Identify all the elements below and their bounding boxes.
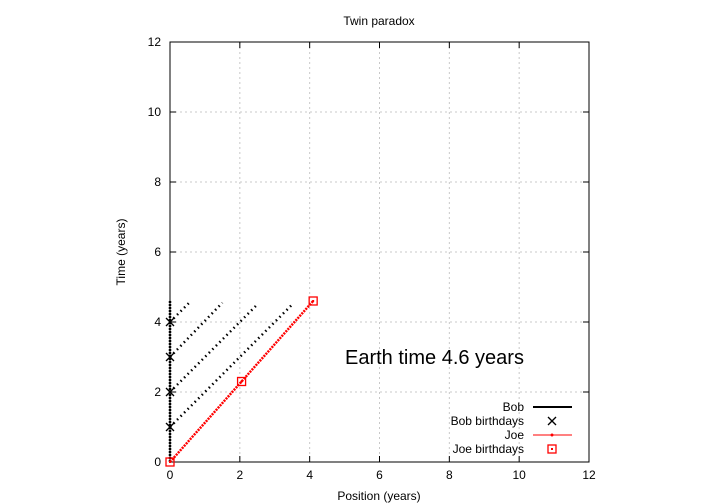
signal-lines: [169, 300, 294, 428]
bob-birthdays-point: [165, 387, 175, 397]
joe-birthdays-point: [308, 296, 318, 306]
x-axis-label: Position (years): [337, 489, 420, 503]
y-tick-label: 2: [154, 385, 161, 399]
legend-label: Joe: [505, 428, 525, 442]
y-tick-label: 6: [154, 245, 161, 259]
y-tick-label: 0: [154, 455, 161, 469]
x-tick-label: 2: [236, 468, 243, 482]
legend-symbol-joe-birthdays: [547, 444, 557, 454]
y-tick-label: 4: [154, 315, 161, 329]
legend-symbol-joe-dot: [550, 433, 554, 437]
bob-birthdays-point: [165, 352, 175, 362]
x-tick-label: 8: [446, 468, 453, 482]
x-tick-label: 0: [167, 468, 174, 482]
y-tick-label: 10: [148, 105, 162, 119]
joe-birthdays-point: [236, 376, 247, 387]
x-tick-label: 10: [512, 468, 526, 482]
signal-line: [169, 303, 259, 393]
bob-birthdays-point: [165, 422, 175, 432]
series: [165, 296, 318, 467]
earth-time-annotation: Earth time 4.6 years: [345, 347, 524, 369]
legend-symbol-bob-birthdays: [547, 416, 557, 426]
legend-label: Joe birthdays: [453, 442, 524, 456]
y-tick-label: 8: [154, 175, 161, 189]
chart-title: Twin paradox: [343, 14, 414, 28]
x-tick-label: 6: [376, 468, 383, 482]
y-axis-label: Time (years): [114, 219, 128, 286]
x-tick-label: 4: [306, 468, 313, 482]
legend-label: Bob: [503, 400, 525, 414]
tick-labels: 0 2 4 6 8 10 12 0 2 4 6 8 10 12: [148, 35, 596, 482]
joe-birthdays-point: [165, 457, 175, 467]
legend-label: Bob birthdays: [451, 414, 524, 428]
grid: [170, 42, 589, 462]
y-tick-label: 12: [148, 35, 162, 49]
signal-line: [169, 301, 224, 358]
bob-birthdays-point: [165, 317, 175, 327]
signal-line: [169, 303, 294, 428]
x-tick-label: 12: [582, 468, 596, 482]
